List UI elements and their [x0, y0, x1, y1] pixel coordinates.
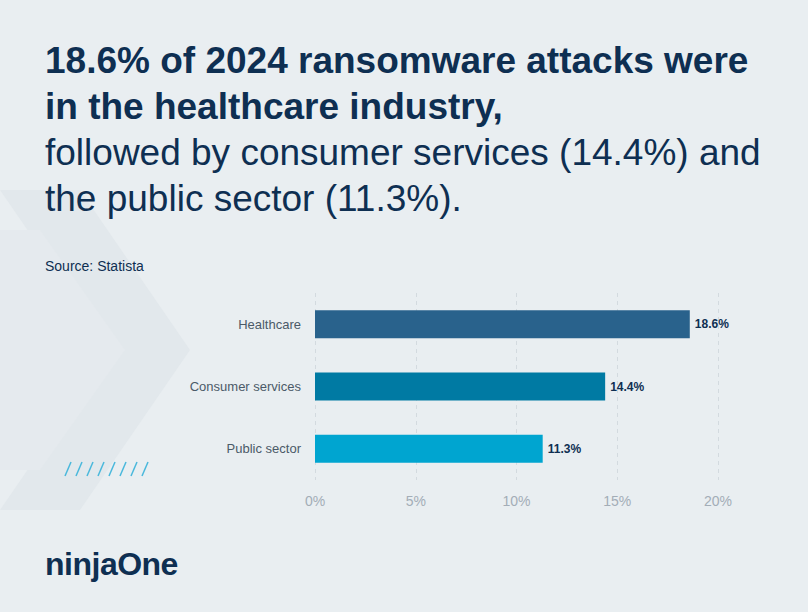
html-text:ninjaOne: ninjaOne: [45, 546, 178, 582]
svg-text:15%: 15%: [603, 493, 631, 509]
svg-text:Consumer services: Consumer services: [190, 379, 302, 394]
svg-text:11.3%: 11.3%: [548, 442, 582, 456]
svg-text:18.6%: 18.6%: [695, 317, 729, 331]
svg-text:20%: 20%: [704, 493, 732, 509]
svg-text:0%: 0%: [305, 493, 325, 509]
svg-text:10%: 10%: [502, 493, 530, 509]
html-text:followed by consumer services: followed by consumer services (14.4%) an…: [45, 132, 761, 219]
svg-text:14.4%: 14.4%: [610, 380, 644, 394]
svg-text:5%: 5%: [406, 493, 426, 509]
html-text:Source: Statista: Source: Statista: [45, 258, 144, 274]
svg-text:Healthcare: Healthcare: [238, 317, 301, 332]
svg-text:Public sector: Public sector: [227, 441, 302, 456]
html-text:18.6% of 2024 ransomware attac: 18.6% of 2024 ransomware attacks were in…: [45, 40, 749, 127]
